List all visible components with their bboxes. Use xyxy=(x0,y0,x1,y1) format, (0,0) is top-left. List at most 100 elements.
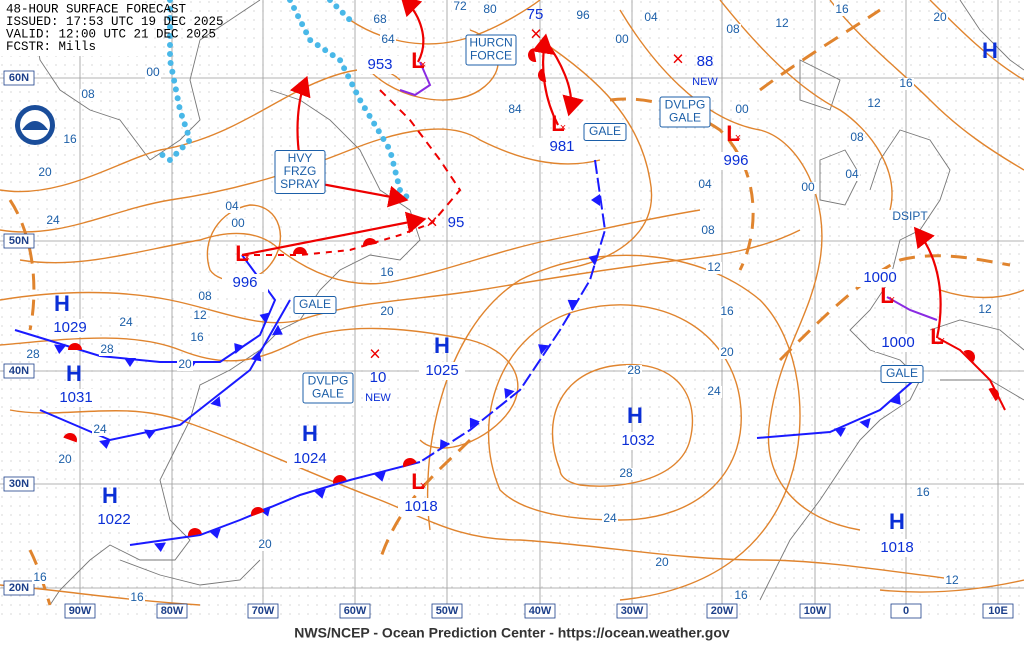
isobar-label-bg xyxy=(700,225,716,237)
low-pressure: 1018 xyxy=(404,498,437,515)
forecast-box-text: GALE xyxy=(299,297,331,311)
new-low-marker: × xyxy=(426,211,438,233)
isobar-label: 68 xyxy=(373,12,387,26)
isobar-label: 12 xyxy=(775,16,789,30)
isobar-label: 16 xyxy=(835,2,849,16)
lon-label-box xyxy=(982,603,1014,619)
pressure-box xyxy=(287,450,333,468)
lon-label: 40W xyxy=(529,605,552,617)
forecast-box-text: GALE xyxy=(886,366,918,380)
isobar-label: 28 xyxy=(627,363,641,377)
labels: 90W 80W 70W 60W 50W 40W 30W 20W 10W 0 10E 60N 50N 40N… xyxy=(3,0,1014,619)
troughs xyxy=(8,8,1011,606)
high-pressure: 1024 xyxy=(293,450,326,467)
cold-front-barb xyxy=(210,396,221,407)
pressure-box xyxy=(53,389,99,407)
isobar-label: 20 xyxy=(58,452,72,466)
isobar-label: 12 xyxy=(707,260,721,274)
high-symbol: H xyxy=(302,421,318,446)
isobar-label: 08 xyxy=(726,22,740,36)
lon-label: 0 xyxy=(903,605,909,617)
low-pressure: 1000 xyxy=(881,334,914,351)
low-pressure: 1000 xyxy=(863,269,896,286)
cold-front-barb xyxy=(567,299,579,310)
isobar-label-bg xyxy=(944,575,960,587)
new-low-note: NEW xyxy=(365,392,391,404)
lon-label: 10E xyxy=(988,605,1008,617)
isobar-label-bg xyxy=(452,1,468,13)
isobar-label: 64 xyxy=(381,32,395,46)
low-symbol: L xyxy=(411,48,424,73)
lon-label-box xyxy=(706,603,738,619)
high-symbol: H xyxy=(889,509,905,534)
cold-front-barb xyxy=(890,394,901,405)
cold-front-barb xyxy=(504,388,515,399)
isobars xyxy=(0,0,1024,606)
isobar-label: 12 xyxy=(978,302,992,316)
isobar-label-bg xyxy=(618,468,634,480)
isobar-label-bg xyxy=(257,539,273,551)
footer: NWS/NCEP - Ocean Prediction Center - htt… xyxy=(294,625,730,641)
isobar-label: 08 xyxy=(701,223,715,237)
isobar-label: 16 xyxy=(916,485,930,499)
low-x: × xyxy=(735,132,741,144)
front-symbols xyxy=(54,48,999,552)
header-box xyxy=(0,0,140,56)
high-symbol: H xyxy=(627,403,643,428)
isobar-label: 72 xyxy=(453,0,467,13)
warm-front-barb xyxy=(963,350,975,363)
pressure-box xyxy=(539,138,585,156)
cold-front-barb xyxy=(259,312,271,324)
cold-front-barb xyxy=(234,343,245,354)
isobar-label: 04 xyxy=(845,167,859,181)
isobar-label: 16 xyxy=(899,76,913,90)
low-x: × xyxy=(420,59,426,71)
isobar-label-bg xyxy=(706,386,722,398)
high-symbol: H xyxy=(434,333,450,358)
isobar-label-bg xyxy=(192,310,208,322)
high-pressure: 1032 xyxy=(621,432,654,449)
isobar-label-bg xyxy=(719,306,735,318)
isobar-label-bg xyxy=(99,344,115,356)
isobar-label-bg xyxy=(80,89,96,101)
isobar-label: 24 xyxy=(603,511,617,525)
pressure-box xyxy=(91,511,137,529)
isobar-label-bg xyxy=(177,359,193,371)
isobar-label: 24 xyxy=(93,422,107,436)
isobar-label-bg xyxy=(379,267,395,279)
isobar-label: 00 xyxy=(615,32,629,46)
isobar-label-bg xyxy=(725,24,741,36)
forecast-box xyxy=(302,372,354,404)
isobar-label-bg xyxy=(57,454,73,466)
forecast-box-text: HURCN xyxy=(469,36,512,50)
isobar-label-bg xyxy=(129,592,145,604)
forecast-box xyxy=(293,296,337,314)
cold-front-barb xyxy=(54,344,66,354)
lon-label-box xyxy=(339,603,371,619)
isobar-label-bg xyxy=(380,34,396,46)
pressure-box xyxy=(713,152,759,170)
cold-front-barb xyxy=(469,417,480,429)
lon-label-box xyxy=(890,603,922,619)
graticule xyxy=(0,0,1024,605)
isobar-label-bg xyxy=(849,132,865,144)
pressure-box xyxy=(47,319,93,337)
low-pressure: 996 xyxy=(232,274,257,291)
warm-front-barb xyxy=(251,507,265,517)
isobar-label-bg xyxy=(482,4,498,16)
low-x: × xyxy=(420,480,426,492)
new-low-pressure: 88 xyxy=(697,53,714,70)
lat-label-box xyxy=(3,233,35,249)
low-x: × xyxy=(244,252,250,264)
lon-label-box xyxy=(524,603,556,619)
noaa-logo xyxy=(15,105,55,145)
forecast-box-text: DVLPG xyxy=(665,98,706,112)
isobar-label-bg xyxy=(32,572,48,584)
forecast-box xyxy=(880,365,924,383)
isobar-label-bg xyxy=(189,332,205,344)
pressure-box xyxy=(615,432,661,450)
lon-label: 30W xyxy=(621,605,644,617)
isobar-label: 08 xyxy=(198,289,212,303)
isobar-label: 08 xyxy=(850,130,864,144)
